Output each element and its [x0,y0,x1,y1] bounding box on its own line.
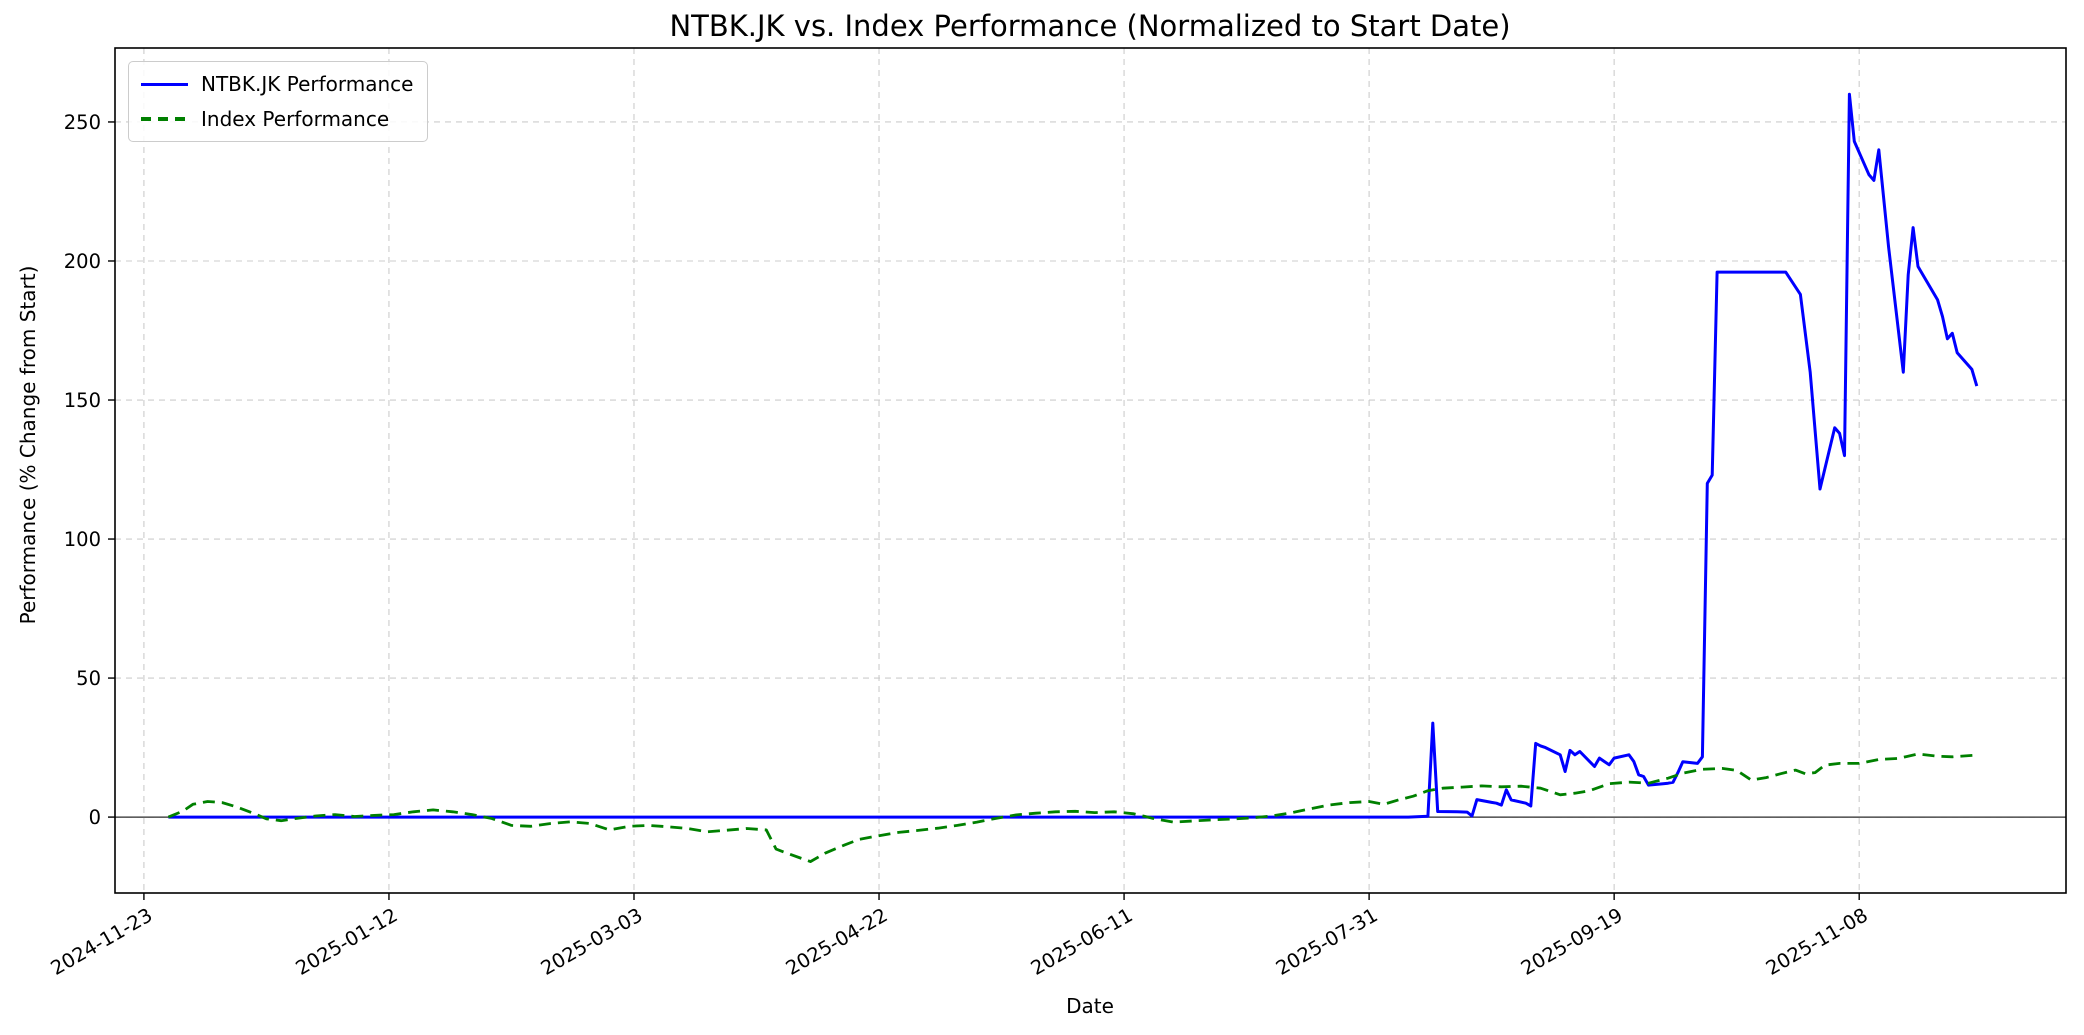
x-tick-label: 2025-11-08 [1762,903,1872,980]
x-tick-label: 2025-04-22 [782,903,892,980]
y-tick-label: 250 [64,111,101,134]
legend-label-ntbk: NTBK.JK Performance [201,72,414,96]
x-tick-label: 2025-06-11 [1027,903,1137,980]
y-tick-label: 50 [76,667,101,690]
y-tick-label: 100 [64,528,101,551]
x-axis-label: Date [1066,994,1114,1018]
ntbk-line-sample-icon [141,82,188,86]
y-tick-label: 200 [64,250,101,273]
series-line-ntbk-jk [168,92,1979,819]
legend-item-index: Index Performance [141,106,413,132]
plot-border [114,47,2067,894]
y-axis-label: Performance (% Change from Start) [16,265,40,625]
series-line-index [167,752,1977,863]
legend-item-ntbk: NTBK.JK Performance [141,71,413,97]
x-tick-label: 2024-11-23 [47,903,157,980]
x-tick-label: 2025-07-31 [1272,903,1382,980]
legend: NTBK.JK Performance Index Performance [128,61,429,142]
x-tick-label: 2025-03-03 [537,903,647,980]
x-tick-label: 2025-01-12 [292,903,402,980]
index-line-sample-icon [141,117,188,121]
legend-label-index: Index Performance [201,107,390,131]
x-tick-label: 2025-09-19 [1517,903,1627,980]
y-tick-label: 0 [89,806,101,829]
chart-title: NTBK.JK vs. Index Performance (Normalize… [669,9,1511,43]
y-tick-label: 150 [64,389,101,412]
